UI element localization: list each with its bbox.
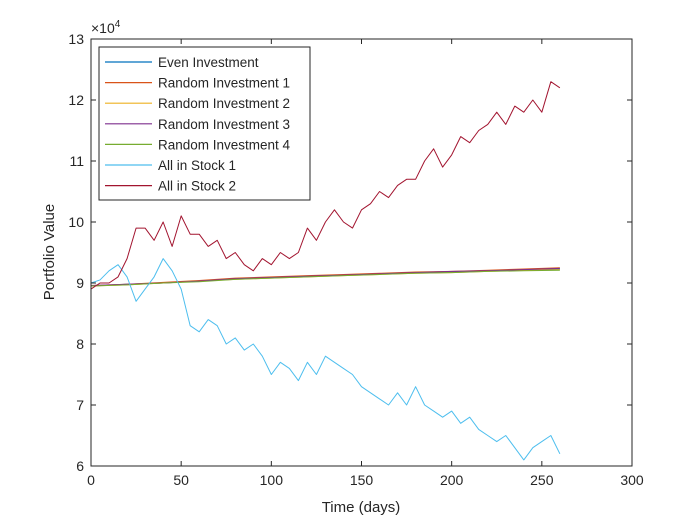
exponent-power: 4: [115, 19, 121, 30]
x-axis-label: Time (days): [322, 499, 401, 516]
x-tick-label: 50: [173, 472, 189, 488]
legend-entry: All in Stock 1: [158, 158, 236, 173]
legend-entry: All in Stock 2: [158, 179, 236, 194]
series-line-5: [90, 269, 560, 287]
legend-entry: Random Investment 1: [158, 76, 290, 91]
x-tick-label: 150: [350, 472, 374, 488]
x-axis-ticks: 0 50 100 150 200 250 300: [87, 39, 644, 488]
y-tick-label: 10: [68, 214, 84, 230]
x-tick-label: 0: [87, 472, 95, 488]
exponent-label: ×104: [91, 19, 121, 36]
legend-entry: Random Investment 2: [158, 96, 290, 111]
legend-items: Even Investment Random Investment 1 Random…: [105, 55, 291, 194]
series-line-7: [90, 81, 561, 290]
series-line-6: [90, 258, 561, 461]
y-axis-label: Portfolio Value: [41, 204, 58, 300]
y-tick-label: 9: [76, 275, 84, 291]
y-axis-ticks: 6 7 8 9 10 11 12 13: [68, 31, 632, 474]
y-tick-label: 8: [76, 336, 84, 352]
legend: Even Investment Random Investment 1 Random…: [98, 46, 311, 201]
y-tick-label: 6: [76, 458, 84, 474]
legend-entry: Random Investment 4: [158, 137, 291, 152]
x-tick-label: 300: [620, 472, 644, 488]
y-tick-label: 7: [76, 397, 84, 413]
y-tick-label: 13: [68, 31, 84, 47]
legend-entry: Random Investment 3: [158, 117, 290, 132]
exponent-base: ×10: [91, 20, 115, 36]
legend-entry: Even Investment: [158, 55, 259, 70]
x-tick-label: 200: [440, 472, 464, 488]
y-tick-label: 11: [69, 153, 84, 169]
series-line-2: [90, 267, 560, 286]
x-tick-label: 100: [260, 472, 284, 488]
y-tick-label: 12: [68, 92, 84, 108]
x-tick-label: 250: [530, 472, 554, 488]
series-layer: [90, 81, 561, 461]
